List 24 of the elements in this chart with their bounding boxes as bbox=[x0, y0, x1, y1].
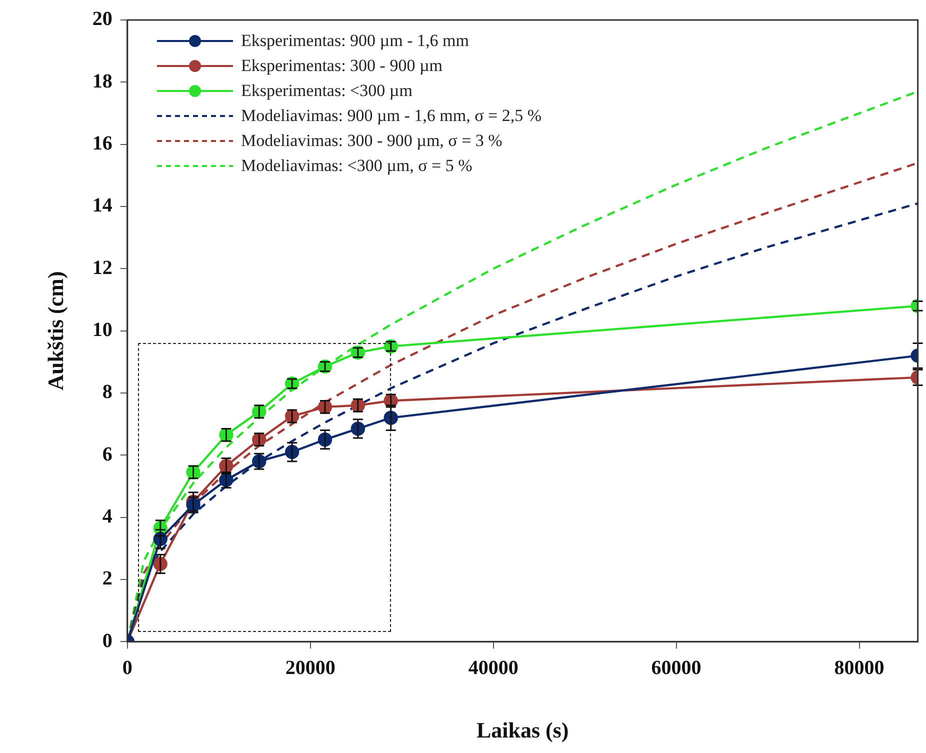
legend-label: Eksperimentas: 900 µm - 1,6 mm bbox=[241, 30, 469, 52]
legend-label: Modeliavimas: 300 - 900 µm, σ = 3 % bbox=[241, 130, 502, 152]
y-tick-label: 6 bbox=[102, 443, 112, 466]
x-tick-label: 40000 bbox=[468, 656, 518, 679]
y-tick-label: 20 bbox=[92, 8, 112, 30]
x-tick-label: 0 bbox=[122, 656, 132, 679]
legend-label: Eksperimentas: 300 - 900 µm bbox=[241, 55, 442, 77]
y-tick-label: 0 bbox=[102, 630, 112, 652]
x-axis-title: Laikas (s) bbox=[476, 717, 569, 742]
y-tick-label: 12 bbox=[92, 256, 112, 279]
y-tick-label: 14 bbox=[92, 194, 112, 217]
x-tick-label: 80000 bbox=[834, 656, 884, 679]
legend-label: Eksperimentas: <300 µm bbox=[241, 80, 412, 102]
y-tick-label: 16 bbox=[92, 132, 112, 154]
y-tick-label: 4 bbox=[102, 505, 112, 528]
legend-label: Modeliavimas: <300 µm, σ = 5 % bbox=[241, 155, 472, 177]
y-tick-label: 10 bbox=[92, 318, 112, 341]
y-tick-label: 18 bbox=[92, 70, 112, 92]
y-axis-title: Aukštis (cm) bbox=[42, 271, 68, 390]
y-tick-label: 8 bbox=[102, 381, 112, 404]
x-tick-label: 60000 bbox=[651, 656, 702, 679]
x-tick-label: 20000 bbox=[285, 656, 336, 679]
legend-label: Modeliavimas: 900 µm - 1,6 mm, σ = 2,5 % bbox=[241, 105, 542, 127]
y-tick-label: 2 bbox=[102, 568, 112, 590]
